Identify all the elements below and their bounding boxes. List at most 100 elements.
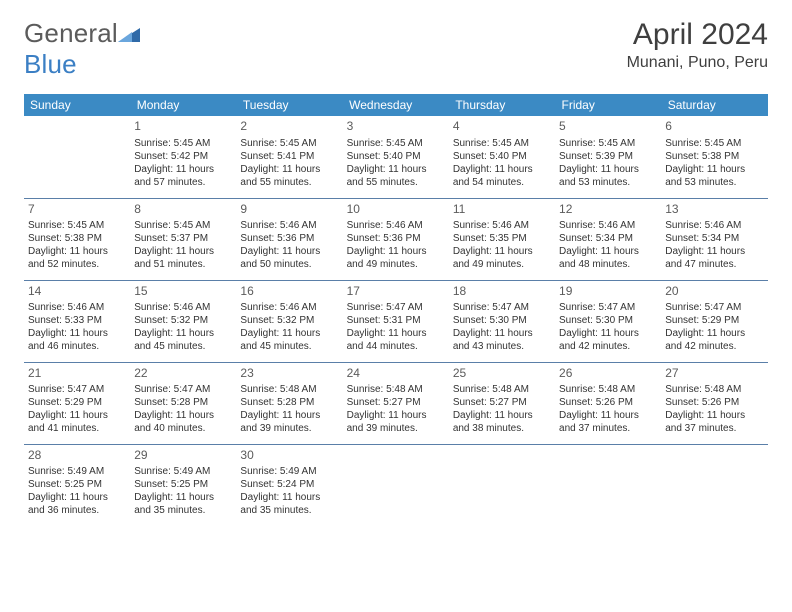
calendar-cell: 3Sunrise: 5:45 AMSunset: 5:40 PMDaylight… <box>343 116 449 198</box>
logo: GeneralBlue <box>24 18 140 80</box>
day-number: 14 <box>28 284 126 300</box>
calendar-cell: 22Sunrise: 5:47 AMSunset: 5:28 PMDayligh… <box>130 362 236 444</box>
sunset-text: Sunset: 5:40 PM <box>453 150 551 163</box>
sunrise-text: Sunrise: 5:45 AM <box>559 137 657 150</box>
day-number: 1 <box>134 119 232 135</box>
daylight-text: Daylight: 11 hours and 37 minutes. <box>665 409 763 435</box>
sunset-text: Sunset: 5:25 PM <box>134 478 232 491</box>
calendar-cell <box>661 444 767 526</box>
title-block: April 2024 Munani, Puno, Peru <box>627 18 768 72</box>
sunrise-text: Sunrise: 5:49 AM <box>240 465 338 478</box>
daylight-text: Daylight: 11 hours and 40 minutes. <box>134 409 232 435</box>
sunrise-text: Sunrise: 5:48 AM <box>347 383 445 396</box>
day-number: 20 <box>665 284 763 300</box>
logo-text-blue: Blue <box>24 49 77 79</box>
calendar-cell: 5Sunrise: 5:45 AMSunset: 5:39 PMDaylight… <box>555 116 661 198</box>
day-number: 10 <box>347 202 445 218</box>
sunset-text: Sunset: 5:27 PM <box>347 396 445 409</box>
sunset-text: Sunset: 5:30 PM <box>453 314 551 327</box>
calendar-cell: 2Sunrise: 5:45 AMSunset: 5:41 PMDaylight… <box>236 116 342 198</box>
daylight-text: Daylight: 11 hours and 50 minutes. <box>240 245 338 271</box>
calendar-cell <box>555 444 661 526</box>
calendar-cell: 26Sunrise: 5:48 AMSunset: 5:26 PMDayligh… <box>555 362 661 444</box>
day-number: 15 <box>134 284 232 300</box>
sunset-text: Sunset: 5:27 PM <box>453 396 551 409</box>
sunrise-text: Sunrise: 5:47 AM <box>559 301 657 314</box>
sunset-text: Sunset: 5:37 PM <box>134 232 232 245</box>
calendar-cell: 9Sunrise: 5:46 AMSunset: 5:36 PMDaylight… <box>236 198 342 280</box>
sunrise-text: Sunrise: 5:45 AM <box>453 137 551 150</box>
dayname-header: Tuesday <box>236 94 342 116</box>
day-number: 19 <box>559 284 657 300</box>
daylight-text: Daylight: 11 hours and 45 minutes. <box>134 327 232 353</box>
sunset-text: Sunset: 5:26 PM <box>665 396 763 409</box>
calendar-row: 1Sunrise: 5:45 AMSunset: 5:42 PMDaylight… <box>24 116 768 198</box>
sunset-text: Sunset: 5:28 PM <box>240 396 338 409</box>
daylight-text: Daylight: 11 hours and 42 minutes. <box>665 327 763 353</box>
daylight-text: Daylight: 11 hours and 57 minutes. <box>134 163 232 189</box>
sunset-text: Sunset: 5:25 PM <box>28 478 126 491</box>
sunrise-text: Sunrise: 5:47 AM <box>28 383 126 396</box>
dayname-header: Monday <box>130 94 236 116</box>
logo-triangle-icon <box>118 18 140 49</box>
sunrise-text: Sunrise: 5:45 AM <box>347 137 445 150</box>
calendar-row: 28Sunrise: 5:49 AMSunset: 5:25 PMDayligh… <box>24 444 768 526</box>
calendar-cell: 25Sunrise: 5:48 AMSunset: 5:27 PMDayligh… <box>449 362 555 444</box>
day-number: 23 <box>240 366 338 382</box>
calendar-cell: 13Sunrise: 5:46 AMSunset: 5:34 PMDayligh… <box>661 198 767 280</box>
calendar-cell: 17Sunrise: 5:47 AMSunset: 5:31 PMDayligh… <box>343 280 449 362</box>
sunrise-text: Sunrise: 5:45 AM <box>134 219 232 232</box>
location: Munani, Puno, Peru <box>627 54 768 72</box>
calendar-cell: 10Sunrise: 5:46 AMSunset: 5:36 PMDayligh… <box>343 198 449 280</box>
sunset-text: Sunset: 5:29 PM <box>665 314 763 327</box>
sunrise-text: Sunrise: 5:47 AM <box>453 301 551 314</box>
sunset-text: Sunset: 5:41 PM <box>240 150 338 163</box>
calendar-cell: 1 Sunrise: 5:45 AMSunset: 5:42 PMDaylight… <box>130 116 236 198</box>
sunset-text: Sunset: 5:36 PM <box>347 232 445 245</box>
calendar-cell: 24Sunrise: 5:48 AMSunset: 5:27 PMDayligh… <box>343 362 449 444</box>
calendar-cell: 4Sunrise: 5:45 AMSunset: 5:40 PMDaylight… <box>449 116 555 198</box>
daylight-text: Daylight: 11 hours and 39 minutes. <box>240 409 338 435</box>
sunrise-text: Sunrise: 5:45 AM <box>28 219 126 232</box>
calendar-cell: 29Sunrise: 5:49 AMSunset: 5:25 PMDayligh… <box>130 444 236 526</box>
calendar-cell <box>343 444 449 526</box>
day-number: 8 <box>134 202 232 218</box>
daylight-text: Daylight: 11 hours and 52 minutes. <box>28 245 126 271</box>
sunrise-text: Sunrise: 5:47 AM <box>134 383 232 396</box>
calendar-cell: 6Sunrise: 5:45 AMSunset: 5:38 PMDaylight… <box>661 116 767 198</box>
calendar-table: SundayMondayTuesdayWednesdayThursdayFrid… <box>24 94 768 526</box>
sunset-text: Sunset: 5:30 PM <box>559 314 657 327</box>
daylight-text: Daylight: 11 hours and 48 minutes. <box>559 245 657 271</box>
daylight-text: Daylight: 11 hours and 49 minutes. <box>453 245 551 271</box>
day-number: 2 <box>240 119 338 135</box>
daylight-text: Daylight: 11 hours and 35 minutes. <box>134 491 232 517</box>
sunrise-text: Sunrise: 5:49 AM <box>134 465 232 478</box>
calendar-cell: 19Sunrise: 5:47 AMSunset: 5:30 PMDayligh… <box>555 280 661 362</box>
sunrise-text: Sunrise: 5:45 AM <box>665 137 763 150</box>
sunrise-text: Sunrise: 5:45 AM <box>134 137 232 150</box>
calendar-cell: 14Sunrise: 5:46 AMSunset: 5:33 PMDayligh… <box>24 280 130 362</box>
dayname-header: Saturday <box>661 94 767 116</box>
daylight-text: Daylight: 11 hours and 47 minutes. <box>665 245 763 271</box>
day-number: 22 <box>134 366 232 382</box>
calendar-cell: 18Sunrise: 5:47 AMSunset: 5:30 PMDayligh… <box>449 280 555 362</box>
sunset-text: Sunset: 5:28 PM <box>134 396 232 409</box>
sunrise-text: Sunrise: 5:46 AM <box>240 219 338 232</box>
sunset-text: Sunset: 5:36 PM <box>240 232 338 245</box>
sunset-text: Sunset: 5:42 PM <box>134 150 232 163</box>
daylight-text: Daylight: 11 hours and 41 minutes. <box>28 409 126 435</box>
sunrise-text: Sunrise: 5:46 AM <box>347 219 445 232</box>
day-number: 28 <box>28 448 126 464</box>
dayname-header: Wednesday <box>343 94 449 116</box>
sunrise-text: Sunrise: 5:49 AM <box>28 465 126 478</box>
sunset-text: Sunset: 5:34 PM <box>665 232 763 245</box>
sunset-text: Sunset: 5:31 PM <box>347 314 445 327</box>
daylight-text: Daylight: 11 hours and 53 minutes. <box>665 163 763 189</box>
sunrise-text: Sunrise: 5:46 AM <box>134 301 232 314</box>
sunrise-text: Sunrise: 5:48 AM <box>240 383 338 396</box>
calendar-cell <box>449 444 555 526</box>
daylight-text: Daylight: 11 hours and 36 minutes. <box>28 491 126 517</box>
day-number: 21 <box>28 366 126 382</box>
sunset-text: Sunset: 5:26 PM <box>559 396 657 409</box>
sunrise-text: Sunrise: 5:48 AM <box>453 383 551 396</box>
